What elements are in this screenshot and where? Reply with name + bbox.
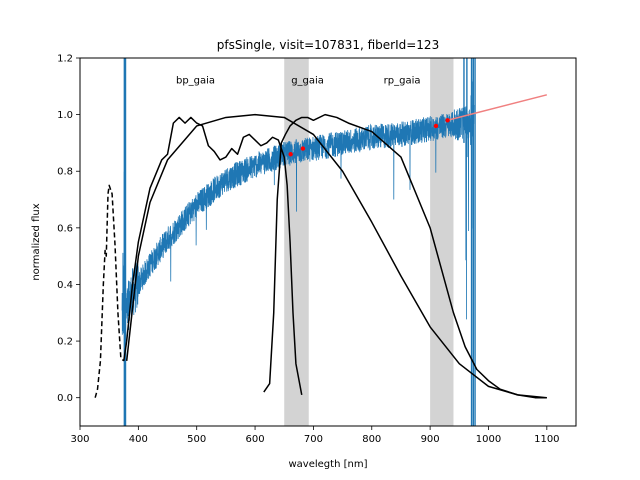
x-tick-label-0: 300 [70, 434, 89, 445]
x-tick-label-8: 1100 [534, 434, 559, 445]
filter-curve-bp_gaia [123, 116, 303, 395]
shaded-regions [284, 58, 454, 426]
x-axis-ticks: 300 400 500 600 700 800 900 1000 1100 [70, 426, 560, 445]
y-tick-label-2: 0.4 [57, 280, 73, 291]
photometry-point-2 [433, 123, 439, 129]
chart-title: pfsSingle, visit=107831, fiberId=123 [217, 38, 439, 52]
filter-curve-rp_gaia [263, 113, 547, 399]
x-tick-label-1: 400 [129, 434, 148, 445]
band-label-2: rp_gaia [384, 75, 421, 86]
filter-curve-bp_gaia_short [94, 184, 125, 398]
filter-curves [94, 113, 547, 399]
filter-curve-g_gaia [125, 113, 547, 399]
photometry-point-1 [300, 146, 306, 151]
y-axis-ticks: 0.0 0.2 0.4 0.6 0.8 1.0 1.2 [57, 54, 80, 404]
x-tick-label-6: 900 [421, 434, 440, 445]
x-tick-label-5: 800 [362, 434, 381, 445]
y-tick-label-5: 1.0 [57, 110, 73, 121]
x-tick-label-4: 700 [304, 434, 323, 445]
x-axis-label: wavelegth [nm] [289, 459, 368, 470]
y-tick-label-0: 0.0 [57, 393, 73, 404]
y-tick-label-3: 0.6 [57, 223, 73, 234]
plot-frame [79, 57, 577, 427]
x-tick-label-2: 500 [187, 434, 206, 445]
x-tick-label-7: 1000 [476, 434, 501, 445]
extrapolation-line-layer [447, 94, 548, 122]
spectrum-line [121, 79, 475, 335]
extrapolation-line [447, 94, 548, 122]
y-axis-label: normalized flux [31, 203, 42, 280]
x-tick-label-3: 600 [246, 434, 265, 445]
photometry-point-0 [288, 152, 293, 157]
y-tick-label-4: 0.8 [57, 167, 73, 178]
band-label-0: bp_gaia [176, 75, 215, 86]
band-labels: bp_gaia g_gaia rp_gaia [176, 75, 421, 86]
band-label-1: g_gaia [291, 75, 324, 86]
y-tick-label-1: 0.2 [57, 337, 73, 348]
y-tick-label-6: 1.2 [57, 54, 73, 65]
photometry-point-3 [445, 118, 450, 123]
photometry-points [288, 118, 450, 157]
